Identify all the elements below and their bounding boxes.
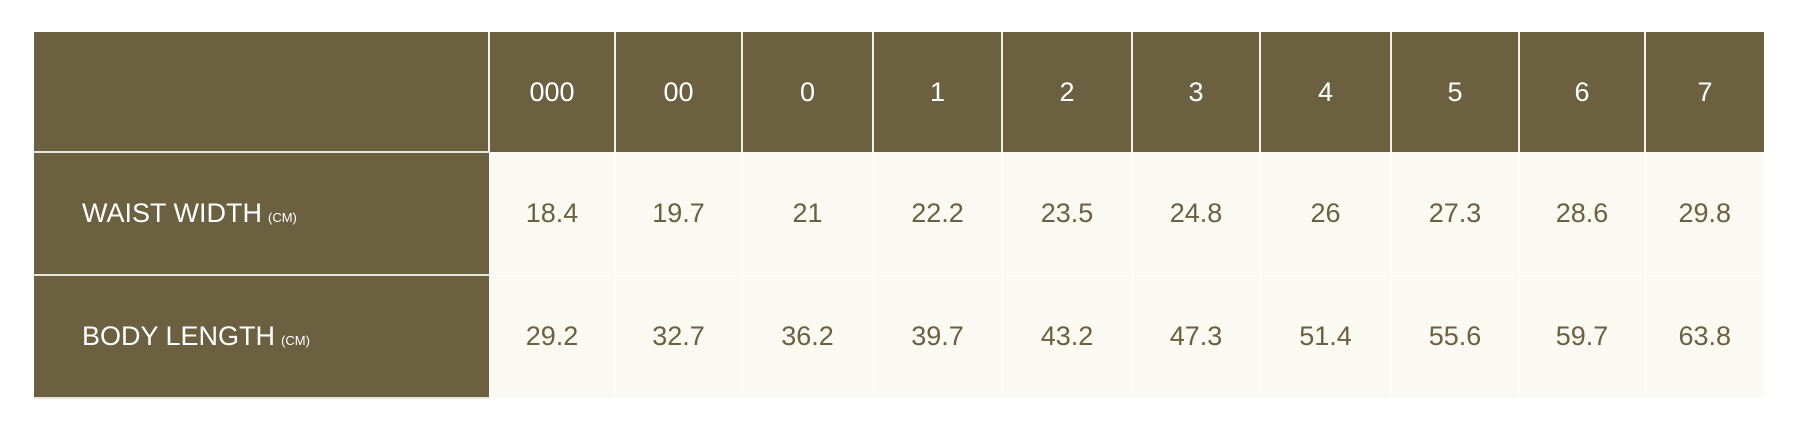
size-header: 3 xyxy=(1131,32,1260,152)
row-unit: (CM) xyxy=(281,333,310,348)
value-cell: 21 xyxy=(741,152,873,276)
size-header: 2 xyxy=(1001,32,1132,152)
size-header: 7 xyxy=(1644,32,1764,152)
value-cell: 43.2 xyxy=(1001,275,1132,399)
row-label-text: BODY LENGTH xyxy=(82,321,276,351)
value-cell: 24.8 xyxy=(1131,152,1260,276)
value-cell: 18.4 xyxy=(488,152,615,276)
value-cell: 19.7 xyxy=(614,152,742,276)
row-label: WAIST WIDTH (CM) xyxy=(34,152,489,276)
value-cell: 29.8 xyxy=(1644,152,1764,276)
size-header: 0 xyxy=(741,32,873,152)
row-unit: (CM) xyxy=(267,210,297,225)
size-chart-table: 000 00 0 1 2 3 4 5 6 7 WAIST WIDTH (CM) 1… xyxy=(34,32,1764,399)
value-cell: 47.3 xyxy=(1131,275,1260,399)
value-cell: 39.7 xyxy=(872,275,1002,399)
size-header: 1 xyxy=(872,32,1002,152)
size-header: 4 xyxy=(1259,32,1391,152)
table-row-body-length: BODY LENGTH (CM) 29.2 32.7 36.2 39.7 43.2… xyxy=(34,275,1764,399)
value-cell: 59.7 xyxy=(1518,275,1645,399)
value-cell: 26 xyxy=(1259,152,1391,276)
size-header: 5 xyxy=(1390,32,1519,152)
row-label-text: WAIST WIDTH xyxy=(82,198,262,228)
size-header: 000 xyxy=(488,32,615,152)
corner-cell xyxy=(34,32,489,153)
value-cell: 51.4 xyxy=(1259,275,1391,399)
size-header: 6 xyxy=(1518,32,1645,152)
value-cell: 23.5 xyxy=(1001,152,1132,276)
row-label: BODY LENGTH (CM) xyxy=(34,275,489,399)
value-cell: 29.2 xyxy=(488,275,615,399)
size-header: 00 xyxy=(614,32,742,152)
value-cell: 63.8 xyxy=(1644,275,1764,399)
value-cell: 36.2 xyxy=(741,275,873,399)
value-cell: 28.6 xyxy=(1518,152,1645,276)
value-cell: 22.2 xyxy=(872,152,1002,276)
header-row: 000 00 0 1 2 3 4 5 6 7 xyxy=(34,32,1764,153)
value-cell: 32.7 xyxy=(614,275,742,399)
value-cell: 27.3 xyxy=(1390,152,1519,276)
table-row-waist-width: WAIST WIDTH (CM) 18.4 19.7 21 22.2 23.5 2… xyxy=(34,152,1764,276)
value-cell: 55.6 xyxy=(1390,275,1519,399)
